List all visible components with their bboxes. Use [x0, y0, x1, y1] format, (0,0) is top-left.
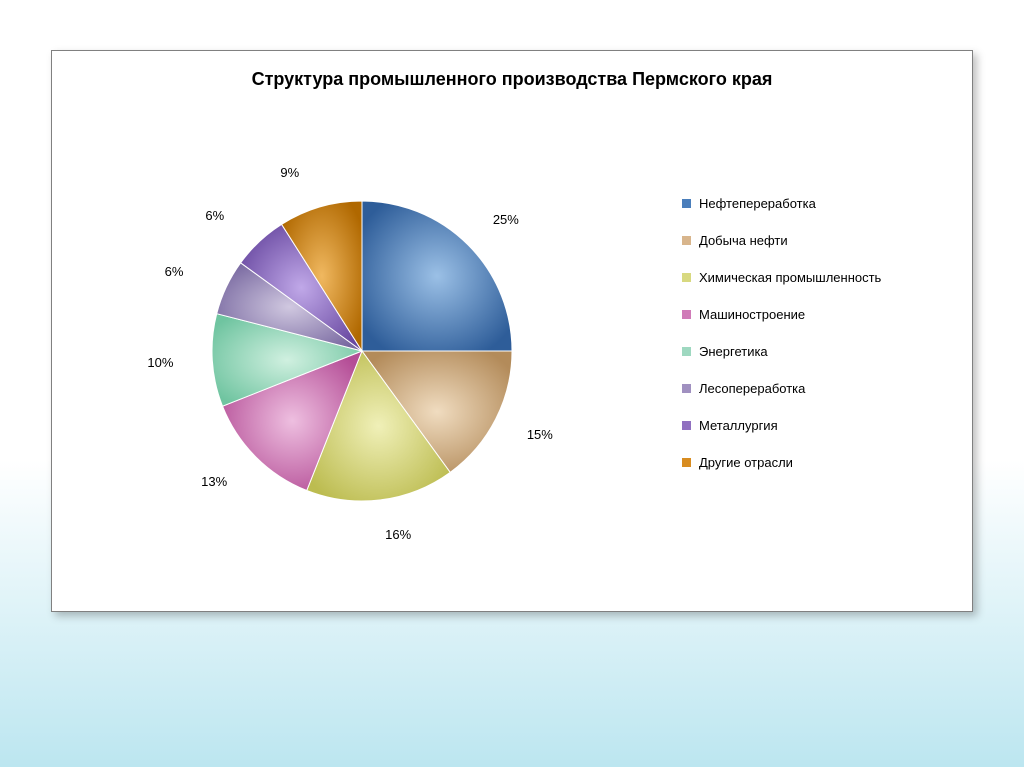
- legend-item: Машиностроение: [682, 307, 942, 322]
- legend-item: Химическая промышленность: [682, 270, 942, 285]
- legend-swatch: [682, 236, 691, 245]
- legend-label: Металлургия: [699, 418, 778, 433]
- slice-label: 15%: [527, 427, 553, 442]
- pie-slice: [362, 201, 512, 351]
- legend-swatch: [682, 273, 691, 282]
- page-background: Структура промышленного производства Пер…: [0, 0, 1024, 767]
- legend-item: Нефтепереработка: [682, 196, 942, 211]
- legend-label: Добыча нефти: [699, 233, 788, 248]
- slice-label: 13%: [201, 474, 227, 489]
- slice-label: 6%: [205, 208, 224, 223]
- legend-label: Химическая промышленность: [699, 270, 881, 285]
- legend-swatch: [682, 347, 691, 356]
- slice-label: 25%: [493, 212, 519, 227]
- slice-label: 6%: [165, 264, 184, 279]
- legend-item: Добыча нефти: [682, 233, 942, 248]
- legend-label: Лесопереработка: [699, 381, 805, 396]
- legend: Нефтепереработка Добыча нефти Химическая п…: [682, 196, 942, 492]
- legend-label: Энергетика: [699, 344, 768, 359]
- legend-item: Другие отрасли: [682, 455, 942, 470]
- chart-title: Структура промышленного производства Пер…: [52, 51, 972, 98]
- legend-swatch: [682, 421, 691, 430]
- legend-swatch: [682, 458, 691, 467]
- slice-label: 9%: [280, 165, 299, 180]
- legend-item: Металлургия: [682, 418, 942, 433]
- slice-label: 10%: [147, 355, 173, 370]
- legend-swatch: [682, 199, 691, 208]
- legend-label: Другие отрасли: [699, 455, 793, 470]
- legend-item: Энергетика: [682, 344, 942, 359]
- legend-label: Нефтепереработка: [699, 196, 816, 211]
- chart-card: Структура промышленного производства Пер…: [51, 50, 973, 612]
- pie-container: [212, 201, 512, 501]
- pie-svg: [212, 201, 512, 501]
- chart-body: 25% 15% 16% 13% 10% 6% 6% 9%: [52, 111, 672, 591]
- legend-swatch: [682, 384, 691, 393]
- legend-swatch: [682, 310, 691, 319]
- slice-label: 16%: [385, 527, 411, 542]
- legend-label: Машиностроение: [699, 307, 805, 322]
- legend-item: Лесопереработка: [682, 381, 942, 396]
